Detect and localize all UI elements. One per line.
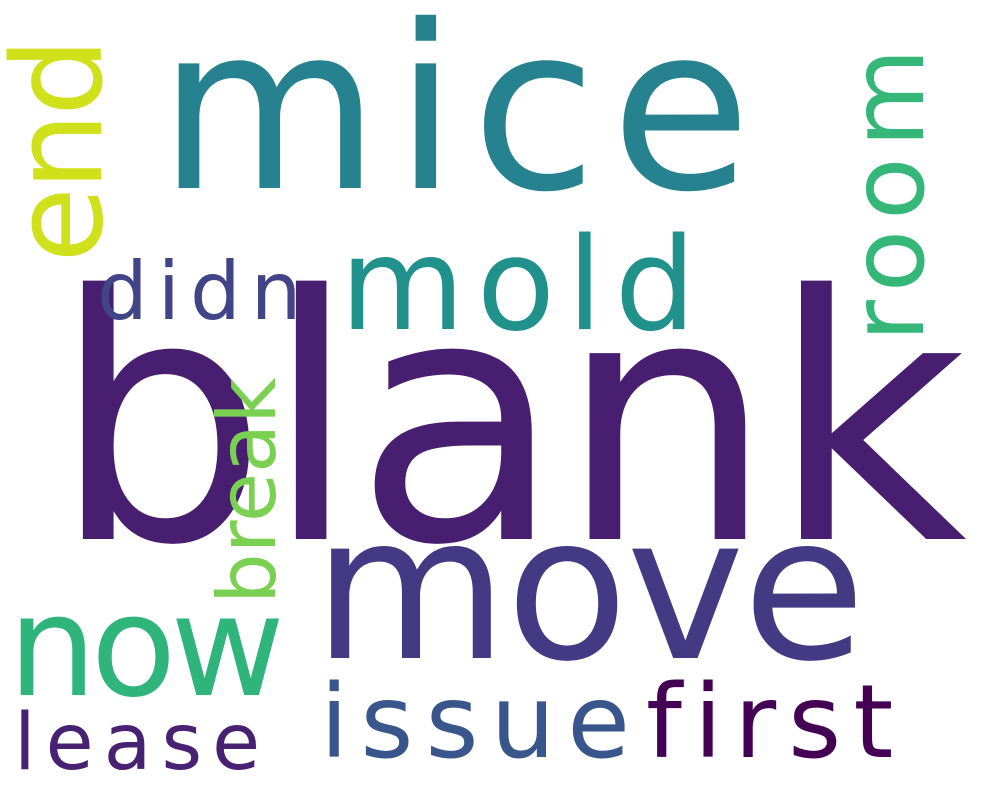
word-first: first xyxy=(646,663,906,782)
word-break: break xyxy=(201,377,294,604)
word-didn: didn xyxy=(97,245,312,338)
word-lease: lease xyxy=(14,698,271,788)
word-mold: mold xyxy=(340,211,708,360)
word-now: now xyxy=(8,566,285,729)
word-move: move xyxy=(313,473,866,706)
word-end: end xyxy=(0,41,131,263)
word-issue: issue xyxy=(320,663,643,782)
word-blank: blank xyxy=(52,224,967,620)
word-mice: mice xyxy=(158,0,766,242)
word-room: room xyxy=(829,38,948,342)
